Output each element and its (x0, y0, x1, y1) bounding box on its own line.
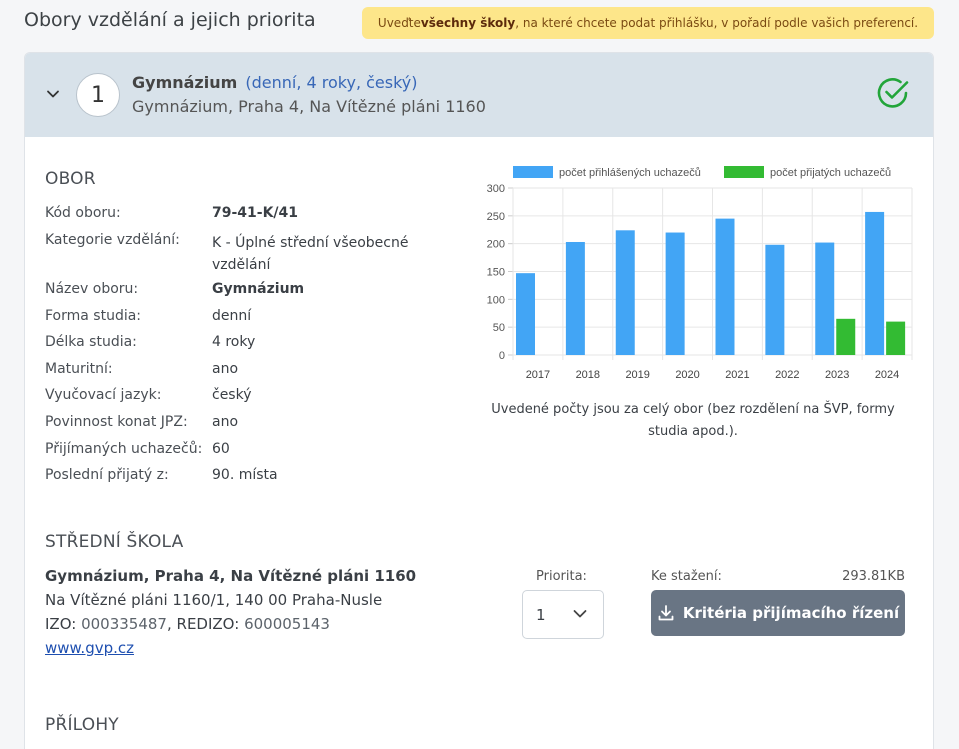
field-value: 90. místa (212, 467, 278, 483)
bar (665, 232, 685, 355)
y-tick-label: 150 (487, 267, 505, 279)
bar (565, 241, 585, 355)
check-circle-icon (877, 78, 909, 108)
program-card: 1 Gymnázium (denní, 4 roky, český) Gymná… (24, 52, 934, 749)
field-label: Maturitní: (45, 361, 113, 377)
legend-swatch (724, 166, 764, 178)
field-label: Název oboru: (45, 281, 139, 297)
y-tick-label: 0 (499, 350, 505, 362)
field-label: Přijímaných uchazečů: (45, 441, 203, 457)
obor-heading: OBOR (45, 169, 96, 189)
field-value: Gymnázium (212, 281, 305, 297)
field-value: 4 roky (212, 334, 256, 350)
y-tick-label: 250 (487, 211, 505, 223)
bar (715, 218, 735, 355)
field-label: Forma studia: (45, 308, 142, 324)
notice-text-pre: Uveďte (377, 16, 421, 30)
field-value: český (212, 387, 252, 403)
download-label: Ke stažení: (651, 569, 722, 584)
priority-select[interactable]: 1 (522, 590, 604, 639)
bar (765, 244, 785, 355)
download-button-label: Kritéria přijímacího řízení (682, 604, 900, 622)
field-value: K - Úplné střední všeobecné vzdělání (212, 235, 409, 273)
download-icon (658, 605, 674, 621)
bar (516, 273, 535, 355)
field-value: denní (212, 308, 252, 324)
bar (815, 242, 835, 355)
bar (865, 211, 885, 355)
y-tick-label: 300 (487, 183, 505, 195)
bar (836, 318, 856, 355)
program-meta: (denní, 4 roky, český) (245, 73, 418, 92)
y-tick-label: 50 (493, 322, 505, 334)
program-title: Gymnázium (denní, 4 roky, český) (132, 73, 418, 92)
school-ids: IZO: 000335487, REDIZO: 600005143 (45, 615, 330, 633)
field-label: Povinnost konat JPZ: (45, 414, 188, 430)
priority-label: Priorita: (536, 569, 587, 584)
chart-note: Uvedené počty jsou za celý obor (bez roz… (491, 402, 895, 439)
izo-value: 000335487 (81, 615, 167, 633)
download-size: 293.81KB (842, 569, 905, 584)
field-value: ano (212, 414, 239, 430)
bar (886, 321, 906, 355)
x-tick-label: 2021 (725, 369, 749, 381)
field-label: Kód oboru: (45, 205, 121, 221)
prilohy-heading: PŘÍLOHY (45, 715, 119, 735)
legend-swatch (513, 166, 553, 178)
notice-text-post: , na které chcete podat přihlášku, v poř… (515, 16, 919, 30)
y-tick-label: 100 (487, 294, 505, 306)
page-title: Obory vzdělání a jejich priorita (24, 9, 316, 31)
notice-banner: Uveďte všechny školy, na které chcete po… (362, 7, 934, 39)
x-tick-label: 2024 (875, 369, 899, 381)
field-value: 79-41-K/41 (212, 205, 299, 221)
priority-number: 1 (76, 73, 120, 117)
card-header[interactable]: 1 Gymnázium (denní, 4 roky, český) Gymná… (25, 53, 933, 137)
school-address: Na Vítězné pláni 1160/1, 140 00 Praha-Nu… (45, 591, 383, 609)
field-label: Vyučovací jazyk: (45, 387, 162, 403)
x-tick-label: 2017 (526, 369, 550, 381)
field-label: Poslední přijatý z: (45, 467, 169, 483)
skola-heading: STŘEDNÍ ŠKOLA (45, 532, 184, 552)
x-tick-label: 2018 (576, 369, 600, 381)
x-tick-label: 2020 (675, 369, 699, 381)
field-value: 60 (212, 441, 230, 457)
legend-label: počet přihlášených uchazečů (559, 167, 701, 179)
legend-label: počet přijatých uchazečů (770, 167, 891, 179)
bar (615, 230, 635, 355)
redizo-label: REDIZO: (176, 615, 240, 633)
download-criteria-button[interactable]: Kritéria přijímacího řízení (651, 590, 905, 636)
applicants-bar-chart: počet přihlášených uchazečů počet přijatý… (487, 166, 913, 381)
izo-label: IZO: (45, 615, 77, 633)
y-tick-label: 200 (487, 239, 505, 251)
program-name: Gymnázium (132, 73, 238, 92)
school-name: Gymnázium, Praha 4, Na Vítězné pláni 116… (45, 567, 417, 585)
field-value: ano (212, 361, 239, 377)
chevron-down-icon[interactable] (45, 86, 61, 102)
field-label: Kategorie vzdělání: (45, 232, 180, 248)
field-label: Délka studia: (45, 334, 137, 350)
x-tick-label: 2023 (825, 369, 849, 381)
redizo-value: 600005143 (244, 615, 330, 633)
program-school: Gymnázium, Praha 4, Na Vítězné pláni 116… (132, 97, 486, 116)
priority-value: 1 (536, 605, 546, 624)
x-tick-label: 2019 (625, 369, 649, 381)
notice-text-bold: všechny školy (420, 16, 516, 30)
x-tick-label: 2022 (775, 369, 799, 381)
chevron-down-icon (573, 610, 587, 618)
school-website-link[interactable]: www.gvp.cz (45, 639, 135, 657)
